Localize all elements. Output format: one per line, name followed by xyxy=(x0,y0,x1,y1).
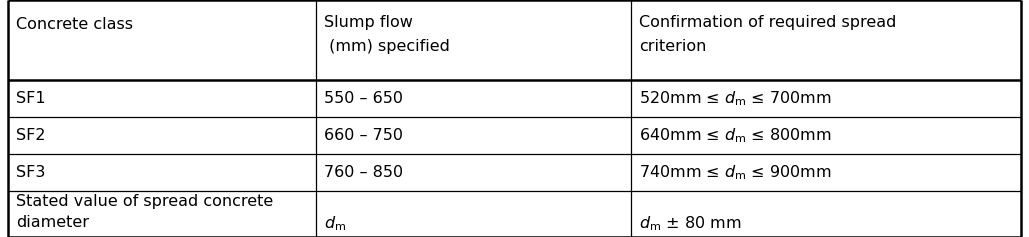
Text: diameter: diameter xyxy=(16,215,88,230)
Text: Concrete class: Concrete class xyxy=(16,17,133,32)
Text: $d_{\mathregular{m}}$ ± 80 mm: $d_{\mathregular{m}}$ ± 80 mm xyxy=(639,215,741,233)
Text: 760 – 850: 760 – 850 xyxy=(324,165,403,180)
Text: 660 – 750: 660 – 750 xyxy=(324,128,403,143)
Text: Stated value of spread concrete: Stated value of spread concrete xyxy=(16,194,274,209)
Text: 550 – 650: 550 – 650 xyxy=(324,91,403,106)
Text: 520mm ≤ $d_{\mathregular{m}}$ ≤ 700mm: 520mm ≤ $d_{\mathregular{m}}$ ≤ 700mm xyxy=(639,89,831,108)
Text: $d_{\mathregular{m}}$: $d_{\mathregular{m}}$ xyxy=(324,215,346,233)
Text: SF3: SF3 xyxy=(16,165,45,180)
Text: (mm) specified: (mm) specified xyxy=(324,39,450,54)
Text: SF1: SF1 xyxy=(16,91,45,106)
Text: Confirmation of required spread: Confirmation of required spread xyxy=(639,15,896,30)
Text: 640mm ≤ $d_{\mathregular{m}}$ ≤ 800mm: 640mm ≤ $d_{\mathregular{m}}$ ≤ 800mm xyxy=(639,126,831,145)
Text: Slump flow: Slump flow xyxy=(324,15,413,30)
Text: 740mm ≤ $d_{\mathregular{m}}$ ≤ 900mm: 740mm ≤ $d_{\mathregular{m}}$ ≤ 900mm xyxy=(639,163,831,182)
Text: criterion: criterion xyxy=(639,39,706,54)
Text: SF2: SF2 xyxy=(16,128,45,143)
